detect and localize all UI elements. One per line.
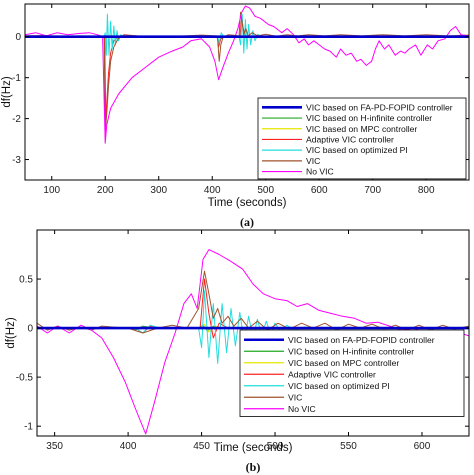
legend-label-2: VIC based on H-infinite controller <box>306 113 432 123</box>
y-axis-label: df(Hz) <box>1 76 13 107</box>
series-line-7 <box>37 249 469 435</box>
legend-label-4: Adaptive VIC controller <box>288 369 376 379</box>
y-tick-label: 0.5 <box>19 275 33 286</box>
legend-box <box>239 329 465 417</box>
legend-label-2: VIC based on H-infinite controller <box>288 346 414 356</box>
x-tick-label: 400 <box>120 441 137 452</box>
panel-label: (b) <box>246 460 261 474</box>
series-line-7 <box>25 5 469 144</box>
legend-label-1: VIC based on FA-PD-FOPID controller <box>306 102 453 112</box>
x-tick-label: 300 <box>150 185 167 196</box>
x-tick-label: 350 <box>46 441 63 452</box>
legend-label-5: VIC based on optimized PI <box>288 381 390 391</box>
legend-label-6: VIC <box>288 392 302 402</box>
panel-a: 100 200 300 400 500 600 700 800 0 -1 -2 -3 Time (sec… <box>1 3 470 229</box>
series-lines <box>25 5 469 144</box>
legend-label-3: VIC based on MPC controller <box>306 124 417 134</box>
x-tick-label: 550 <box>340 441 357 452</box>
panel-b: 350 400 450 500 550 600 0.5 0 -0.5 -1 Time (second… <box>5 229 470 474</box>
legend-label-3: VIC based on MPC controller <box>288 358 399 368</box>
y-tick-label: -3 <box>12 155 21 166</box>
x-tick-label: 500 <box>257 185 274 196</box>
legend-label-4: Adaptive VIC controller <box>306 134 394 144</box>
y-tick-label: -0.5 <box>16 373 34 384</box>
x-axis-label: Time (seconds) <box>208 197 287 209</box>
x-tick-label: 500 <box>267 441 284 452</box>
x-tick-label: 100 <box>43 185 60 196</box>
legend-label-1: VIC based on FA-PD-FOPID controller <box>288 335 435 345</box>
legend-label-5: VIC based on optimized PI <box>306 145 408 155</box>
legend-label-6: VIC <box>306 156 320 166</box>
y-tick-label: -2 <box>12 114 21 125</box>
plot-frame <box>36 229 470 437</box>
y-tick-label: 0 <box>15 32 21 43</box>
series-line-6 <box>37 270 469 334</box>
plot-frame <box>24 3 470 181</box>
y-tick-label: 0 <box>27 324 33 335</box>
series-line-5 <box>25 13 469 56</box>
x-axis-label: Time (seconds) <box>214 442 293 454</box>
y-tick-label: -1 <box>24 422 33 433</box>
x-tick-label: 200 <box>97 185 114 196</box>
x-tick-label: 450 <box>193 441 210 452</box>
legend-label-7: No VIC <box>288 404 316 414</box>
legend-box <box>257 97 467 180</box>
y-axis-label: df(Hz) <box>5 317 17 348</box>
x-tick-label: 600 <box>311 185 328 196</box>
x-tick-label: 600 <box>414 441 431 452</box>
y-tick-label: -1 <box>12 73 21 84</box>
panel-label: (a) <box>240 215 254 229</box>
x-tick-label: 700 <box>364 185 381 196</box>
x-tick-label: 800 <box>418 185 435 196</box>
x-tick-label: 400 <box>204 185 221 196</box>
legend-label-7: No VIC <box>306 167 334 177</box>
